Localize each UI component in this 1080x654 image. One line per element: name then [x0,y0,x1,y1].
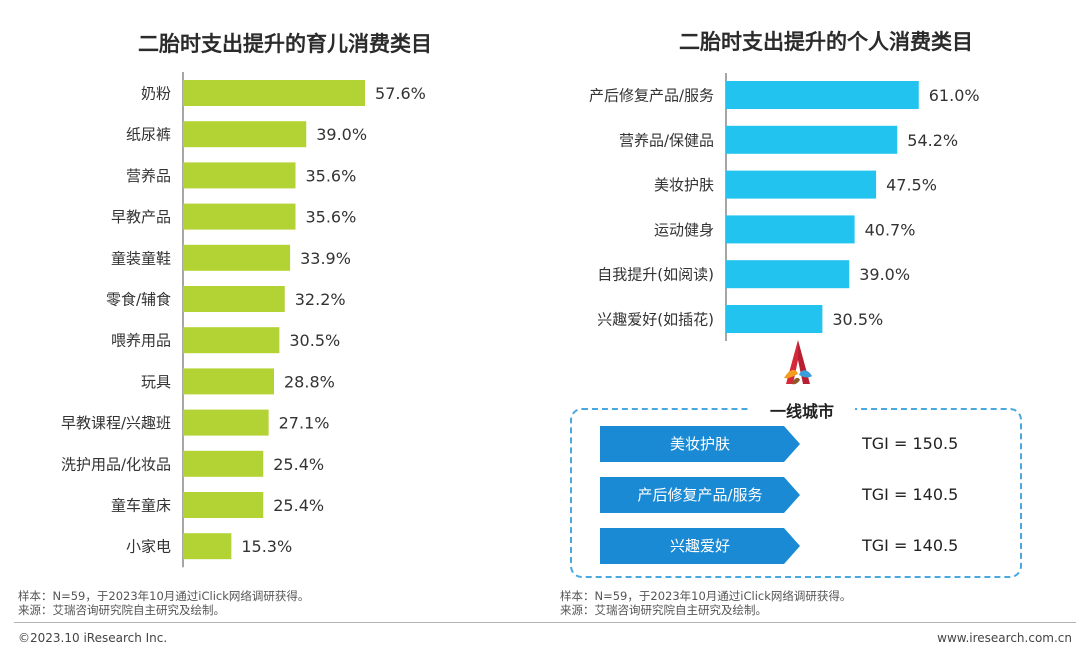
category-label: 运动健身 [654,221,714,239]
category-label: 奶粉 [141,85,171,103]
left-sample-note: 样本：N=59，于2023年10月通过iClick网络调研获得。 [18,589,310,603]
left-bar-chart: 奶粉 57.6% 纸尿裤 39.0% 营养品 35.6% 早教产品 35.6% 童装童鞋 33.9… [61,72,426,568]
value-label: 47.5% [886,176,937,195]
footer-divider [14,622,1076,623]
value-label: 27.1% [279,414,330,433]
value-label: 39.0% [859,265,910,284]
category-label: 兴趣爱好(如插花) [597,311,714,329]
category-label: 零食/辅食 [106,291,171,309]
value-label: 35.6% [305,208,356,227]
value-label: 54.2% [907,131,958,150]
value-label: 57.6% [375,84,426,103]
category-label: 喂养用品 [111,332,171,350]
left-chart-title: 二胎时支出提升的育儿消费类目 [138,32,432,56]
bar [183,203,296,230]
bar [726,81,919,109]
value-label: 40.7% [865,220,916,239]
tgi-title: 一线城市 [749,398,855,422]
tgi-label-arrow: 美妆护肤 [600,426,800,462]
category-label: 纸尿裤 [126,126,171,144]
bar [726,215,855,244]
right-chart-title: 二胎时支出提升的个人消费类目 [679,30,973,54]
value-label: 30.5% [832,310,883,329]
tgi-value: TGI = 150.5 [862,434,959,453]
category-label: 产后修复产品/服务 [589,87,714,105]
tgi-value: TGI = 140.5 [862,536,959,555]
value-label: 32.2% [295,290,346,309]
category-label: 美妆护肤 [654,176,714,194]
category-label: 洗护用品/化妆品 [61,455,171,473]
value-label: 25.4% [273,496,324,515]
tgi-value: TGI = 140.5 [862,485,959,504]
category-label: 自我提升(如阅读) [597,266,714,284]
category-label: 营养品/保健品 [619,131,714,149]
bar [183,533,232,560]
tgi-row: 兴趣爱好 TGI = 140.5 [600,528,1000,564]
tgi-label-arrow: 产后修复产品/服务 [600,477,800,513]
category-label: 童车童床 [111,497,171,515]
bar [726,170,877,199]
category-label: 早教产品 [111,208,171,226]
tgi-label-arrow: 兴趣爱好 [600,528,800,564]
value-label: 15.3% [241,537,292,556]
left-source-note: 来源：艾瑞咨询研究院自主研究及绘制。 [18,603,225,617]
value-label: 28.8% [284,372,335,391]
bar [726,260,850,289]
category-label: 玩具 [141,373,171,391]
bar [726,125,898,154]
bar [183,492,264,518]
value-label: 35.6% [305,166,356,185]
right-sample-note: 样本：N=59，于2023年10月通过iClick网络调研获得。 [560,589,852,603]
footer-website-link[interactable]: www.iresearch.com.cn [937,631,1072,645]
right-source-note: 来源：艾瑞咨询研究院自主研究及绘制。 [560,603,767,617]
category-label: 营养品 [126,167,171,185]
bar [183,244,291,271]
bar [183,368,275,395]
value-label: 30.5% [289,331,340,350]
category-label: 早教课程/兴趣班 [61,414,171,432]
value-label: 25.4% [273,455,324,474]
footer-copyright: ©2023.10 iResearch Inc. [18,631,168,645]
bar [183,80,366,106]
value-label: 33.9% [300,249,351,268]
bar [183,286,285,312]
value-label: 61.0% [929,86,980,105]
value-label: 39.0% [316,125,367,144]
iresearch-logo-icon [784,340,812,385]
bar [183,327,280,354]
tgi-row: 美妆护肤 TGI = 150.5 [600,426,1000,462]
category-label: 小家电 [126,538,171,556]
bar [183,450,264,477]
bar [726,305,823,333]
bar [183,162,296,189]
bar [183,409,269,436]
right-bar-chart: 产后修复产品/服务 61.0% 营养品/保健品 54.2% 美妆护肤 47.5% 运动健身 4… [589,73,980,341]
bar [183,121,307,148]
tgi-row: 产后修复产品/服务 TGI = 140.5 [600,477,1000,513]
category-label: 童装童鞋 [111,249,171,267]
